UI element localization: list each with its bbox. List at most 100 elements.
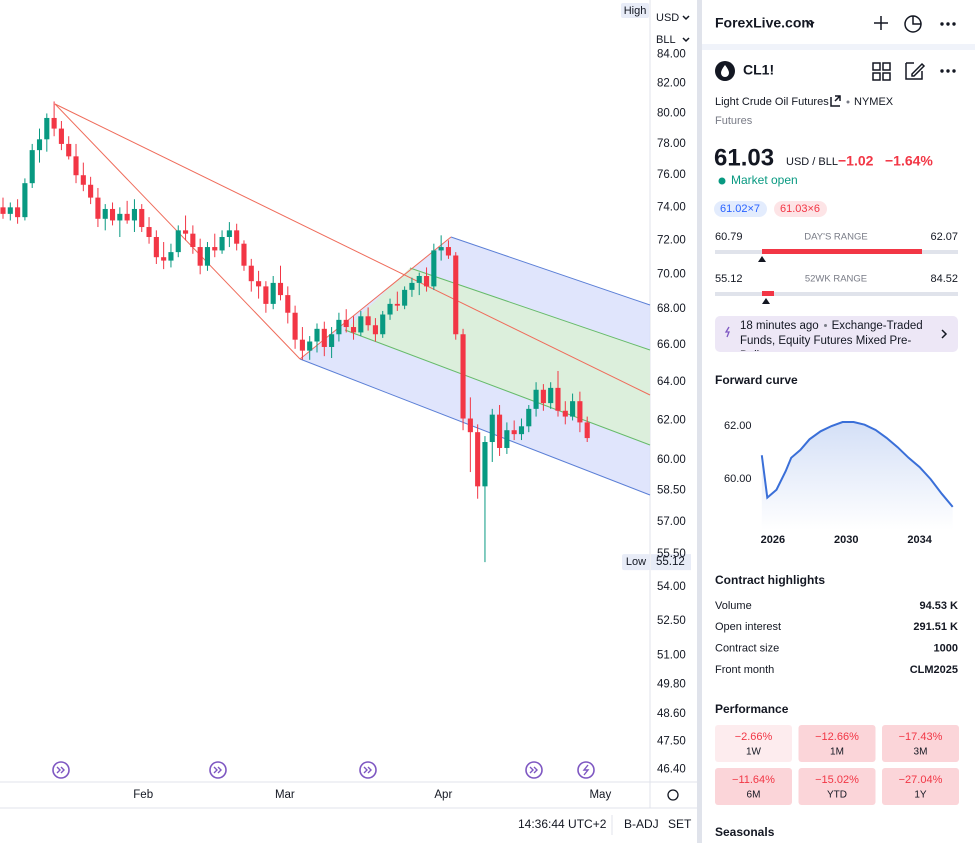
candle-body (423, 275, 430, 287)
currency-selector[interactable]: USD (656, 12, 679, 24)
candle-body (584, 422, 590, 439)
news-headline[interactable]: Exchange-Traded Funds, Equity Futures Mi… (740, 320, 923, 351)
low-value-badge (651, 554, 691, 571)
candle-body (117, 213, 123, 221)
high-label: High (624, 5, 647, 17)
low-marker: Low 55.12 (622, 554, 691, 571)
candle-body (431, 250, 437, 287)
pitchfork-lower (299, 358, 651, 496)
event-icon[interactable] (525, 761, 543, 779)
candle-body (314, 328, 320, 342)
performance-period: YTD (827, 790, 847, 801)
y-tick-label: 51.00 (657, 650, 686, 662)
candle-body (22, 183, 28, 218)
candle-body (66, 143, 72, 157)
y-tick-label: 82.00 (657, 78, 686, 90)
section-title: Contract highlights (715, 573, 825, 587)
y-tick-label: 58.50 (657, 484, 686, 496)
candle-body (95, 197, 101, 219)
settings-button[interactable]: SET (668, 817, 692, 831)
candle-body (445, 247, 452, 256)
add-icon[interactable] (874, 16, 888, 30)
x-tick-label: Mar (275, 789, 295, 801)
event-icon[interactable] (52, 761, 70, 779)
pitchfork-inner-lower (344, 329, 651, 446)
y-tick-label: 68.00 (657, 303, 686, 315)
candle-body (380, 314, 386, 335)
candle-body (29, 150, 35, 184)
candles (0, 101, 590, 563)
highlight-label: Volume (715, 600, 752, 612)
contract-highlights: Contract highlights Volume 94.53 K Open in… (715, 573, 958, 676)
ask: 61.03×6 (780, 203, 820, 215)
performance-tile (882, 768, 959, 805)
source-chevron (807, 21, 815, 27)
candle-body (540, 389, 546, 404)
performance-value: −17.43% (899, 731, 943, 743)
edit-icon[interactable] (905, 62, 926, 80)
watchlist-source[interactable]: ForexLive.com (715, 15, 814, 31)
candle-body (131, 208, 137, 221)
seasonals-title: Seasonals (715, 825, 775, 839)
x-tick-label: May (589, 789, 611, 801)
days-range-high: 62.07 (930, 231, 958, 243)
news-time: 18 minutes ago (740, 320, 819, 332)
candle-body (497, 414, 503, 448)
dot (946, 69, 950, 73)
x-tick-label: Feb (133, 789, 153, 801)
price-change: −1.02 (838, 153, 874, 169)
layout-icon[interactable] (872, 62, 891, 81)
forward-curve-area (761, 422, 953, 530)
event-icon[interactable] (359, 761, 377, 779)
candle-body (80, 175, 86, 185)
candle-body (190, 233, 196, 248)
candle-body (307, 341, 313, 351)
clock: 14:36:44 UTC+2 (518, 817, 607, 831)
candle-body (234, 230, 240, 244)
y-tick-label: 72.00 (657, 234, 686, 246)
y-tick-label: 46.40 (657, 764, 686, 776)
event-icon[interactable] (577, 761, 595, 779)
forward-curve-title: Forward curve (715, 373, 798, 387)
candle-body (504, 430, 510, 448)
y-tick-label: 66.00 (657, 339, 686, 351)
y-tick-label: 54.00 (657, 581, 686, 593)
unit-selector[interactable]: BLL (656, 34, 676, 46)
y-tick-label: 84.00 (657, 49, 686, 61)
performance-period: 1W (746, 747, 762, 758)
candle-body (109, 208, 116, 221)
candle-body (577, 401, 583, 423)
news-icon (724, 326, 730, 338)
event-icon[interactable] (209, 761, 227, 779)
y-tick-label: 52.50 (657, 615, 686, 627)
symbol: CL1! (743, 62, 774, 78)
external-link-icon[interactable] (830, 95, 841, 107)
performance-tile (882, 725, 959, 762)
pitchfork-drawing[interactable] (54, 103, 651, 496)
separator-dot (846, 100, 850, 104)
news-card[interactable] (715, 316, 958, 352)
adjust-button[interactable]: B-ADJ (624, 817, 659, 831)
candle-body (263, 286, 269, 304)
days-range-label: DAY'S RANGE (804, 232, 867, 243)
candle-body (555, 387, 561, 411)
pitchfork-median (54, 103, 651, 396)
bid: 61.02×7 (720, 203, 760, 215)
more-icon[interactable] (940, 22, 956, 26)
candle-body (285, 295, 291, 313)
candle-body (570, 401, 576, 417)
candle-body (518, 426, 525, 435)
candle-body (168, 252, 174, 261)
symbol-more-icon[interactable] (940, 69, 956, 73)
event-icons[interactable] (52, 761, 595, 779)
unit-chevron (682, 37, 690, 43)
axis-settings-icon[interactable] (667, 789, 679, 801)
candle-body (292, 312, 298, 340)
range-marker (762, 298, 770, 304)
performance-value: −15.02% (815, 774, 859, 786)
candle-body (467, 418, 473, 433)
days-range-low: 60.79 (715, 231, 743, 243)
panel-divider[interactable] (697, 0, 702, 843)
y-tick-label: 55.50 (657, 548, 686, 560)
candle-body (36, 139, 43, 151)
